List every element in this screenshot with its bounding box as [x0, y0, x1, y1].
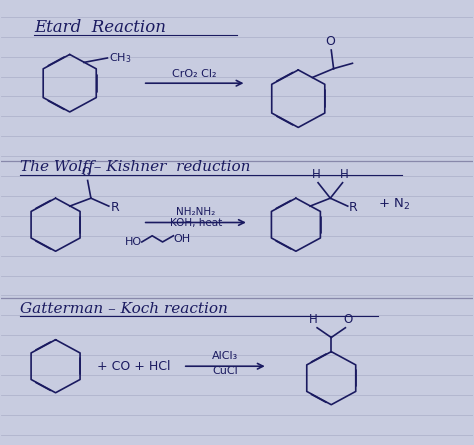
- Text: R: R: [349, 201, 358, 214]
- Text: Etard  Reaction: Etard Reaction: [35, 20, 166, 36]
- Text: CuCl: CuCl: [212, 366, 238, 376]
- Text: H: H: [309, 313, 318, 327]
- Text: H: H: [312, 168, 320, 181]
- Text: O: O: [325, 35, 335, 48]
- Text: + N$_2$: + N$_2$: [378, 197, 410, 212]
- Text: KOH, heat: KOH, heat: [170, 218, 222, 228]
- Text: NH₂NH₂: NH₂NH₂: [176, 207, 216, 217]
- Text: O: O: [344, 313, 353, 327]
- Text: + CO + HCl: + CO + HCl: [97, 360, 170, 373]
- Text: O: O: [82, 166, 91, 179]
- Text: OH: OH: [174, 234, 191, 244]
- Text: CH$_3$: CH$_3$: [109, 52, 131, 65]
- Text: The Wolff– Kishner  reduction: The Wolff– Kishner reduction: [20, 160, 251, 174]
- Text: HO: HO: [125, 237, 142, 247]
- Text: R: R: [111, 201, 119, 214]
- Text: AlCl₃: AlCl₃: [212, 351, 238, 361]
- Text: H: H: [339, 168, 348, 181]
- Text: Gatterman – Koch reaction: Gatterman – Koch reaction: [20, 302, 228, 316]
- Text: CrO₂ Cl₂: CrO₂ Cl₂: [173, 69, 217, 79]
